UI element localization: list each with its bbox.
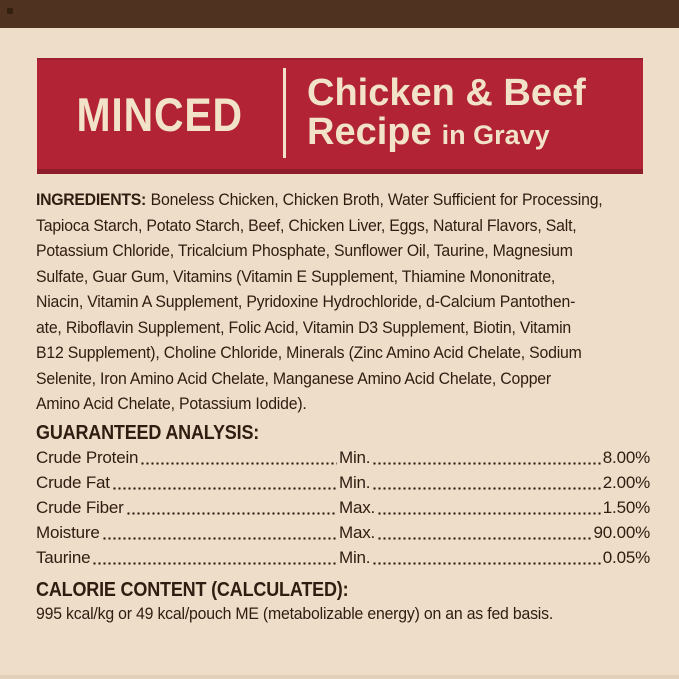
ga-qualifier: Min. xyxy=(339,547,371,567)
guaranteed-analysis-heading: GUARANTEED ANALYSIS: xyxy=(36,421,260,444)
recipe-word: Recipe xyxy=(307,111,432,153)
ga-value: 2.00% xyxy=(602,472,650,492)
ingredients-line: Tapioca Starch, Potato Starch, Beef, Chi… xyxy=(36,215,577,235)
dot-leader xyxy=(92,561,337,565)
ga-qualifier: Min. xyxy=(339,447,371,467)
ga-row-moisture: Moisture Max. 90.00% xyxy=(36,520,650,545)
dot-leader xyxy=(372,461,601,465)
calorie-content-heading: CALORIE CONTENT (CALCULATED): xyxy=(36,578,349,601)
ga-row-crude-protein: Crude Protein Min. 8.00% xyxy=(36,445,650,470)
ingredients-line: Sulfate, Guar Gum, Vitamins (Vitamin E S… xyxy=(36,266,556,286)
ga-qualifier: Min. xyxy=(339,472,371,492)
calorie-content-section: CALORIE CONTENT (CALCULATED): 995 kcal/k… xyxy=(36,579,650,626)
bottom-edge-strip xyxy=(0,675,679,679)
banner-texture-cell: MINCED xyxy=(37,60,283,169)
ga-value: 0.05% xyxy=(602,547,650,567)
dot-leader xyxy=(140,461,337,465)
ingredients-line: B12 Supplement), Choline Chloride, Miner… xyxy=(36,343,582,362)
ingredients-heading: INGREDIENTS: xyxy=(36,190,146,209)
dot-leader xyxy=(372,561,601,565)
ga-label: Taurine xyxy=(36,547,91,567)
ga-label: Crude Fiber xyxy=(36,497,124,517)
ga-row-crude-fat: Crude Fat Min. 2.00% xyxy=(36,470,650,495)
ingredients-paragraph: INGREDIENTS: Boneless Chicken, Chicken Br… xyxy=(36,187,607,417)
guaranteed-analysis-section: GUARANTEED ANALYSIS: Crude Protein Min. … xyxy=(36,422,650,570)
ingredients-line: Amino Acid Chelate, Potassium Iodide). xyxy=(36,394,307,413)
ingredients-line: Potassium Chloride, Tricalcium Phosphate… xyxy=(36,241,573,260)
ga-value: 1.50% xyxy=(602,497,650,517)
dot-leader xyxy=(111,486,337,490)
label-body: INGREDIENTS: Boneless Chicken, Chicken Br… xyxy=(36,187,650,626)
ga-qualifier: Max. xyxy=(339,522,376,542)
bar-artifact-dot xyxy=(7,8,13,14)
dot-leader xyxy=(377,511,601,515)
dot-leader xyxy=(125,511,337,515)
banner-divider xyxy=(283,68,286,158)
recipe-title-line1: Chicken & Beef xyxy=(307,72,586,114)
ga-row-taurine: Taurine Min. 0.05% xyxy=(36,545,650,570)
ingredients-line: Niacin, Vitamin A Supplement, Pyridoxine… xyxy=(36,292,576,311)
guaranteed-analysis-table: Crude Protein Min. 8.00% Crude Fat Min. … xyxy=(36,445,650,570)
dot-leader xyxy=(101,536,337,540)
gravy-word: in Gravy xyxy=(441,120,550,150)
dot-leader xyxy=(372,486,601,490)
ga-qualifier: Max. xyxy=(339,497,376,517)
top-brown-bar xyxy=(0,0,679,28)
ga-label: Moisture xyxy=(36,522,100,542)
ingredients-line: ate, Riboflavin Supplement, Folic Acid, … xyxy=(36,317,572,337)
ga-value: 90.00% xyxy=(593,522,651,542)
ga-value: 8.00% xyxy=(602,447,650,467)
texture-label: MINCED xyxy=(76,88,244,141)
ga-label: Crude Protein xyxy=(36,447,139,467)
ga-row-crude-fiber: Crude Fiber Max. 1.50% xyxy=(36,495,650,520)
calorie-content-text: 995 kcal/kg or 49 kcal/pouch ME (metabol… xyxy=(36,603,554,623)
ingredients-line: INGREDIENTS: Boneless Chicken, Chicken Br… xyxy=(36,187,607,213)
ingredients-line: Selenite, Iron Amino Acid Chelate, Manga… xyxy=(36,368,552,388)
recipe-banner: MINCED Chicken & Beef Recipe in Gravy xyxy=(37,58,643,174)
banner-title-cell: Chicken & Beef Recipe in Gravy xyxy=(286,60,643,169)
dot-leader xyxy=(377,536,592,540)
ga-label: Crude Fat xyxy=(36,472,110,492)
ingredients-line-text: Boneless Chicken, Chicken Broth, Water S… xyxy=(150,190,603,209)
recipe-title-line2: Recipe in Gravy xyxy=(307,113,643,155)
